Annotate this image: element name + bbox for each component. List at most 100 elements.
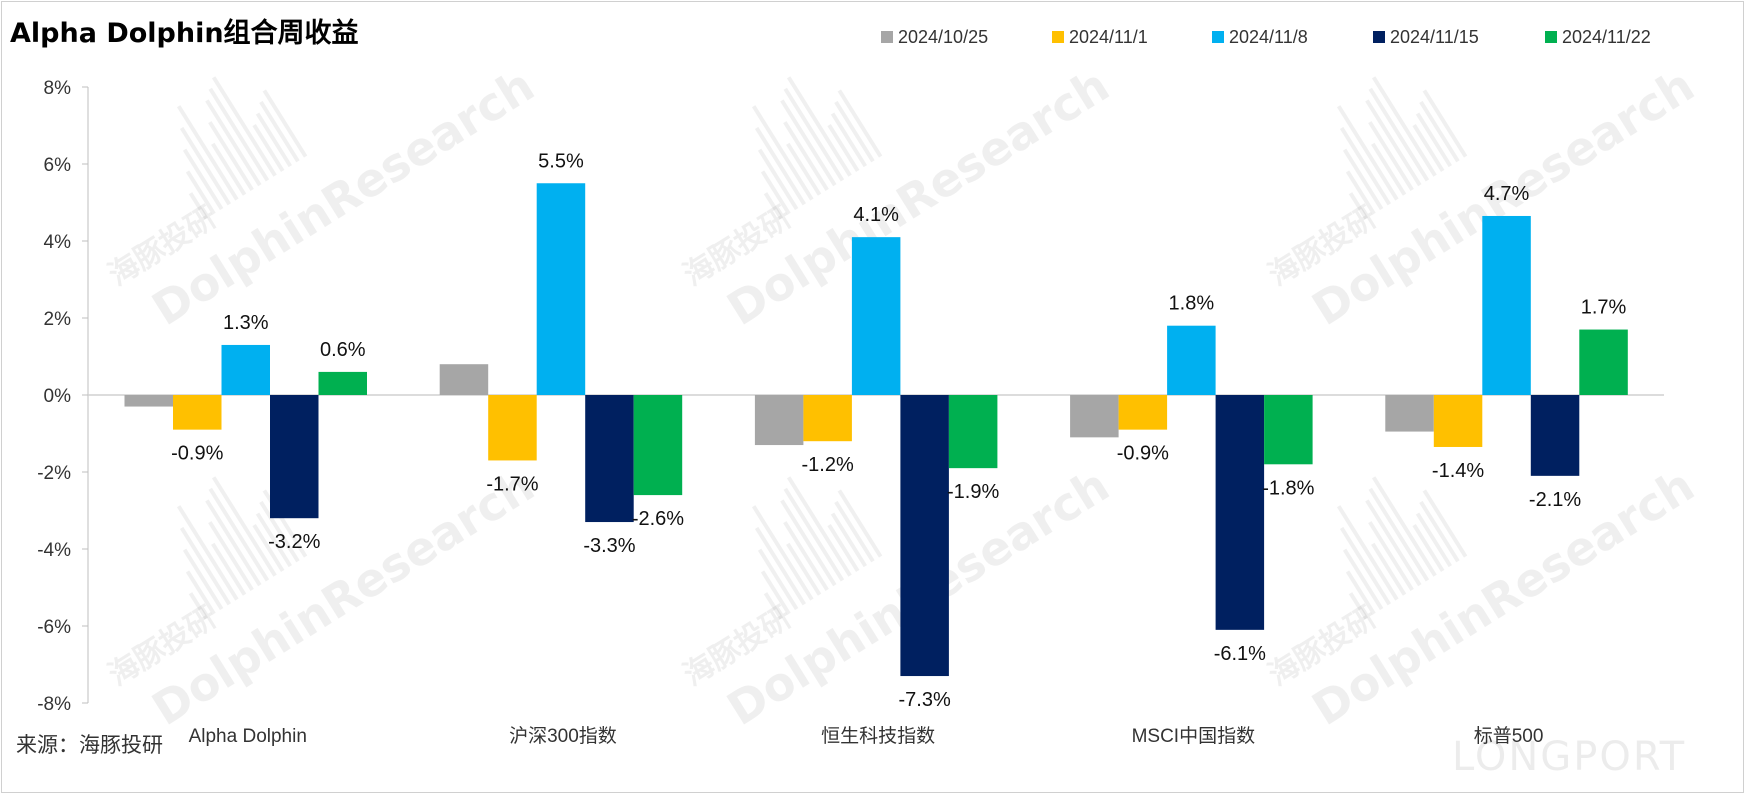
data-label: 4.7% xyxy=(1484,183,1530,205)
watermark-bar xyxy=(252,124,285,172)
watermark-bar xyxy=(783,521,829,592)
data-label: 5.5% xyxy=(538,150,584,172)
watermark-bar xyxy=(834,100,875,163)
watermark-bar xyxy=(1419,500,1460,563)
watermark-bar xyxy=(786,76,852,177)
bar xyxy=(851,237,901,395)
watermark-bar xyxy=(259,100,300,163)
bar xyxy=(439,364,489,395)
watermark-bar xyxy=(1415,112,1453,168)
watermark-bar xyxy=(182,148,224,211)
legend-entry: 2024/11/22 xyxy=(1562,27,1651,47)
watermark-bar xyxy=(176,105,239,201)
data-label: -1.7% xyxy=(486,473,538,495)
bar xyxy=(1215,395,1265,630)
watermark-bar xyxy=(837,89,883,158)
data-label: -2.1% xyxy=(1529,489,1581,511)
watermark-bar xyxy=(205,499,262,587)
watermark-bar xyxy=(760,170,791,215)
data-labels: -0.9% 1.3% -3.2% 0.6% -1.7% 5.5% -3.3% -2.6% -1.… xyxy=(171,150,1626,711)
bar xyxy=(948,395,998,469)
watermark-bar xyxy=(1342,148,1384,211)
bar xyxy=(900,395,949,677)
watermark-bar xyxy=(1368,87,1430,182)
watermark-bar xyxy=(1365,99,1422,187)
y-tick-label: 4% xyxy=(44,232,72,253)
legend-swatch xyxy=(881,31,893,43)
watermark-bar xyxy=(1348,592,1369,620)
watermark-bar xyxy=(1371,476,1437,577)
watermark-bar xyxy=(208,521,254,592)
watermark-bar xyxy=(211,142,247,196)
bar xyxy=(1070,395,1119,438)
data-label: -3.3% xyxy=(583,535,635,557)
watermark-bar xyxy=(780,499,837,587)
watermark-bar xyxy=(1371,542,1407,596)
legend-entry: 2024/10/25 xyxy=(898,27,988,47)
x-category-label: 标普500 xyxy=(1474,725,1544,747)
watermark-bar xyxy=(837,489,883,558)
data-label: 1.3% xyxy=(223,312,269,334)
watermark-bar xyxy=(763,592,784,620)
watermark-bar xyxy=(1348,192,1369,220)
data-label: 4.1% xyxy=(853,204,899,226)
data-label: -1.4% xyxy=(1432,460,1484,482)
watermark-bar xyxy=(211,542,247,596)
watermark-bar xyxy=(1371,142,1407,196)
legend-entry: 2024/11/8 xyxy=(1229,27,1308,47)
watermark-bar xyxy=(211,476,277,577)
watermark-bar xyxy=(786,142,822,196)
watermark-bar xyxy=(1345,570,1376,615)
legend-entry: 2024/11/1 xyxy=(1069,27,1148,47)
watermark-bar xyxy=(757,148,799,211)
brand-watermark: LONGPORT xyxy=(1452,734,1686,780)
bar xyxy=(1482,215,1531,395)
watermark-bar xyxy=(1412,124,1445,172)
data-label: -1.2% xyxy=(802,454,854,476)
x-category-label: 沪深300指数 xyxy=(509,725,617,747)
watermark-bar xyxy=(211,76,277,177)
data-label: -1.9% xyxy=(947,481,999,503)
watermark-bar xyxy=(830,112,868,168)
watermark-bar xyxy=(252,524,285,572)
y-tick-label: 0% xyxy=(44,386,72,407)
watermark-bar xyxy=(757,548,799,611)
watermark-bar xyxy=(208,121,254,192)
x-category-label: 恒生科技指数 xyxy=(821,725,935,747)
watermark-bar xyxy=(1342,548,1384,611)
watermark-bar xyxy=(179,526,231,606)
watermark-bar xyxy=(1412,524,1445,572)
y-tick-label: 2% xyxy=(44,309,72,330)
watermark-bar xyxy=(255,112,293,168)
watermark-bar xyxy=(188,592,209,620)
watermark-bar xyxy=(179,126,231,206)
y-tick-label: -8% xyxy=(37,694,71,715)
watermark-bar xyxy=(1345,170,1376,215)
watermark-bar xyxy=(783,121,829,192)
watermark-bar xyxy=(208,87,270,182)
bar xyxy=(585,395,634,523)
watermark-bar xyxy=(176,505,239,601)
watermark-bar xyxy=(763,192,784,220)
watermark-bar xyxy=(185,170,216,215)
watermark-bar xyxy=(760,570,791,615)
bar xyxy=(1385,395,1434,432)
bar xyxy=(1118,395,1168,430)
watermark-bar xyxy=(1422,89,1468,158)
watermark-bar xyxy=(786,476,852,577)
legend-swatch xyxy=(1545,31,1557,43)
y-tick-label: -6% xyxy=(37,617,71,638)
watermark-bar xyxy=(1422,489,1468,558)
watermark-bar xyxy=(1339,526,1391,606)
watermark-bar xyxy=(1368,521,1414,592)
bar xyxy=(270,395,319,519)
data-label: -0.9% xyxy=(1117,443,1169,465)
watermark-bar xyxy=(827,124,860,172)
bar xyxy=(536,183,586,395)
watermark-bar xyxy=(754,126,806,206)
watermark-bar xyxy=(783,487,845,582)
y-tick-label: -4% xyxy=(37,540,71,561)
